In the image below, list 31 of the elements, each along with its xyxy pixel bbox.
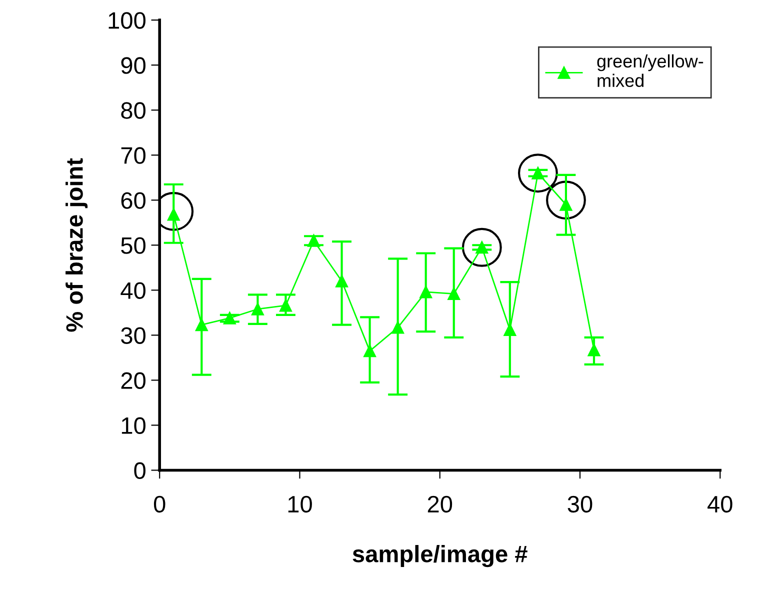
point bbox=[251, 302, 264, 316]
point bbox=[420, 286, 432, 298]
point bbox=[195, 318, 208, 332]
y-tick-label: 0 bbox=[134, 462, 146, 480]
point bbox=[504, 324, 516, 336]
x-tick-label: 10 bbox=[288, 496, 312, 513]
x-tick-label: 20 bbox=[428, 496, 452, 513]
point bbox=[364, 344, 376, 358]
y-tick-label: 70 bbox=[121, 147, 146, 164]
point bbox=[307, 234, 320, 247]
y-tick-label: 40 bbox=[120, 282, 146, 299]
x-tick-label: 40 bbox=[708, 496, 732, 513]
y-tick-label: 10 bbox=[122, 417, 146, 434]
point bbox=[588, 344, 600, 356]
x-axis-title: sample/image # bbox=[352, 545, 528, 568]
point bbox=[223, 312, 236, 324]
point bbox=[448, 288, 460, 300]
y-tick-label: 20 bbox=[121, 372, 146, 389]
y-tick-label: 100 bbox=[108, 12, 146, 29]
y-tick-label: 60 bbox=[121, 192, 146, 209]
point bbox=[336, 274, 348, 288]
x-tick-label: 0 bbox=[154, 496, 166, 513]
point bbox=[279, 299, 292, 312]
y-tick-label: 50 bbox=[121, 237, 146, 254]
y-tick-label: 90 bbox=[121, 57, 146, 74]
legend-label: green/yellow- mixed bbox=[597, 54, 704, 88]
x-tick-label: 30 bbox=[568, 496, 592, 513]
y-axis-title: % of braze joint bbox=[66, 158, 88, 332]
y-tick-label: 30 bbox=[121, 327, 146, 344]
y-tick-label: 80 bbox=[121, 102, 146, 119]
point bbox=[392, 321, 404, 334]
